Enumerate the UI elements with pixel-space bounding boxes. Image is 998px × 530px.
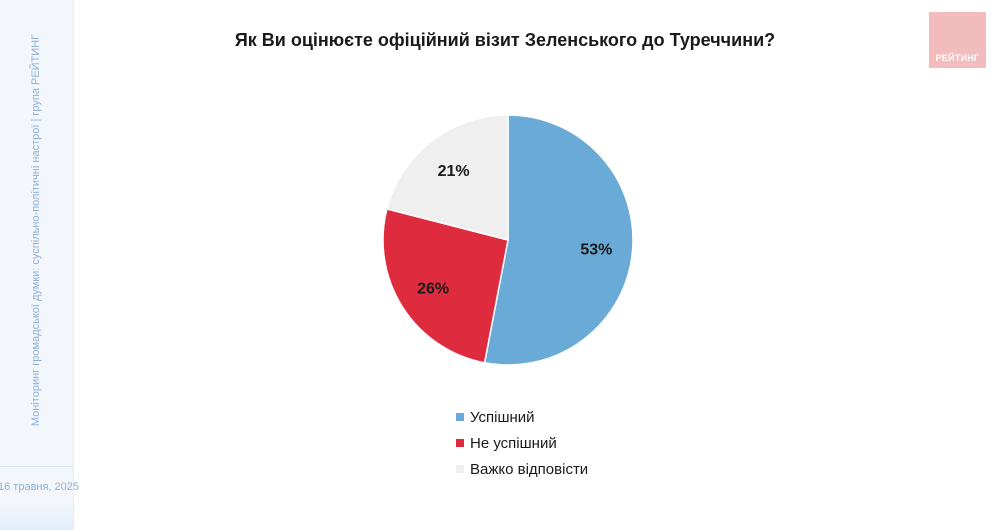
legend-swatch-hard-to-say	[456, 465, 464, 473]
legend-item-not-successful: Не успішний	[456, 430, 588, 456]
data-label-successful: 53%	[580, 241, 612, 258]
chart-title: Як Ви оцінюєте офіційний візит Зеленсько…	[234, 30, 776, 50]
rating-logo: РЕЙТИНГ	[929, 12, 986, 68]
logo-text: РЕЙТИНГ	[935, 53, 980, 63]
data-label-hard-to-say: 21%	[438, 163, 470, 180]
pie-chart: 53% 26% 21%	[382, 114, 634, 366]
legend-item-successful: Успішний	[456, 404, 588, 430]
sidebar-decoration	[0, 504, 73, 530]
legend-label-not-successful: Не успішний	[470, 434, 557, 452]
legend: Успішний Не успішний Важко відповісти	[456, 404, 588, 482]
data-label-not-successful: 26%	[417, 281, 449, 298]
sidebar: Моніторинг громадської думки: суспільно-…	[0, 0, 79, 530]
legend-item-hard-to-say: Важко відповісти	[456, 456, 588, 482]
legend-swatch-successful	[456, 413, 464, 421]
sidebar-caption: Моніторинг громадської думки: суспільно-…	[30, 33, 42, 427]
legend-label-hard-to-say: Важко відповісти	[470, 460, 589, 478]
sidebar-date: 16 травня, 2025	[0, 481, 80, 493]
pie-slice-successful	[483, 114, 634, 366]
sidebar-divider	[0, 466, 73, 467]
pie-slice-hard-to-say	[386, 114, 509, 241]
legend-swatch-not-successful	[456, 439, 464, 447]
legend-label-successful: Успішний	[470, 408, 535, 426]
pie-slice-not-successful	[382, 207, 509, 364]
